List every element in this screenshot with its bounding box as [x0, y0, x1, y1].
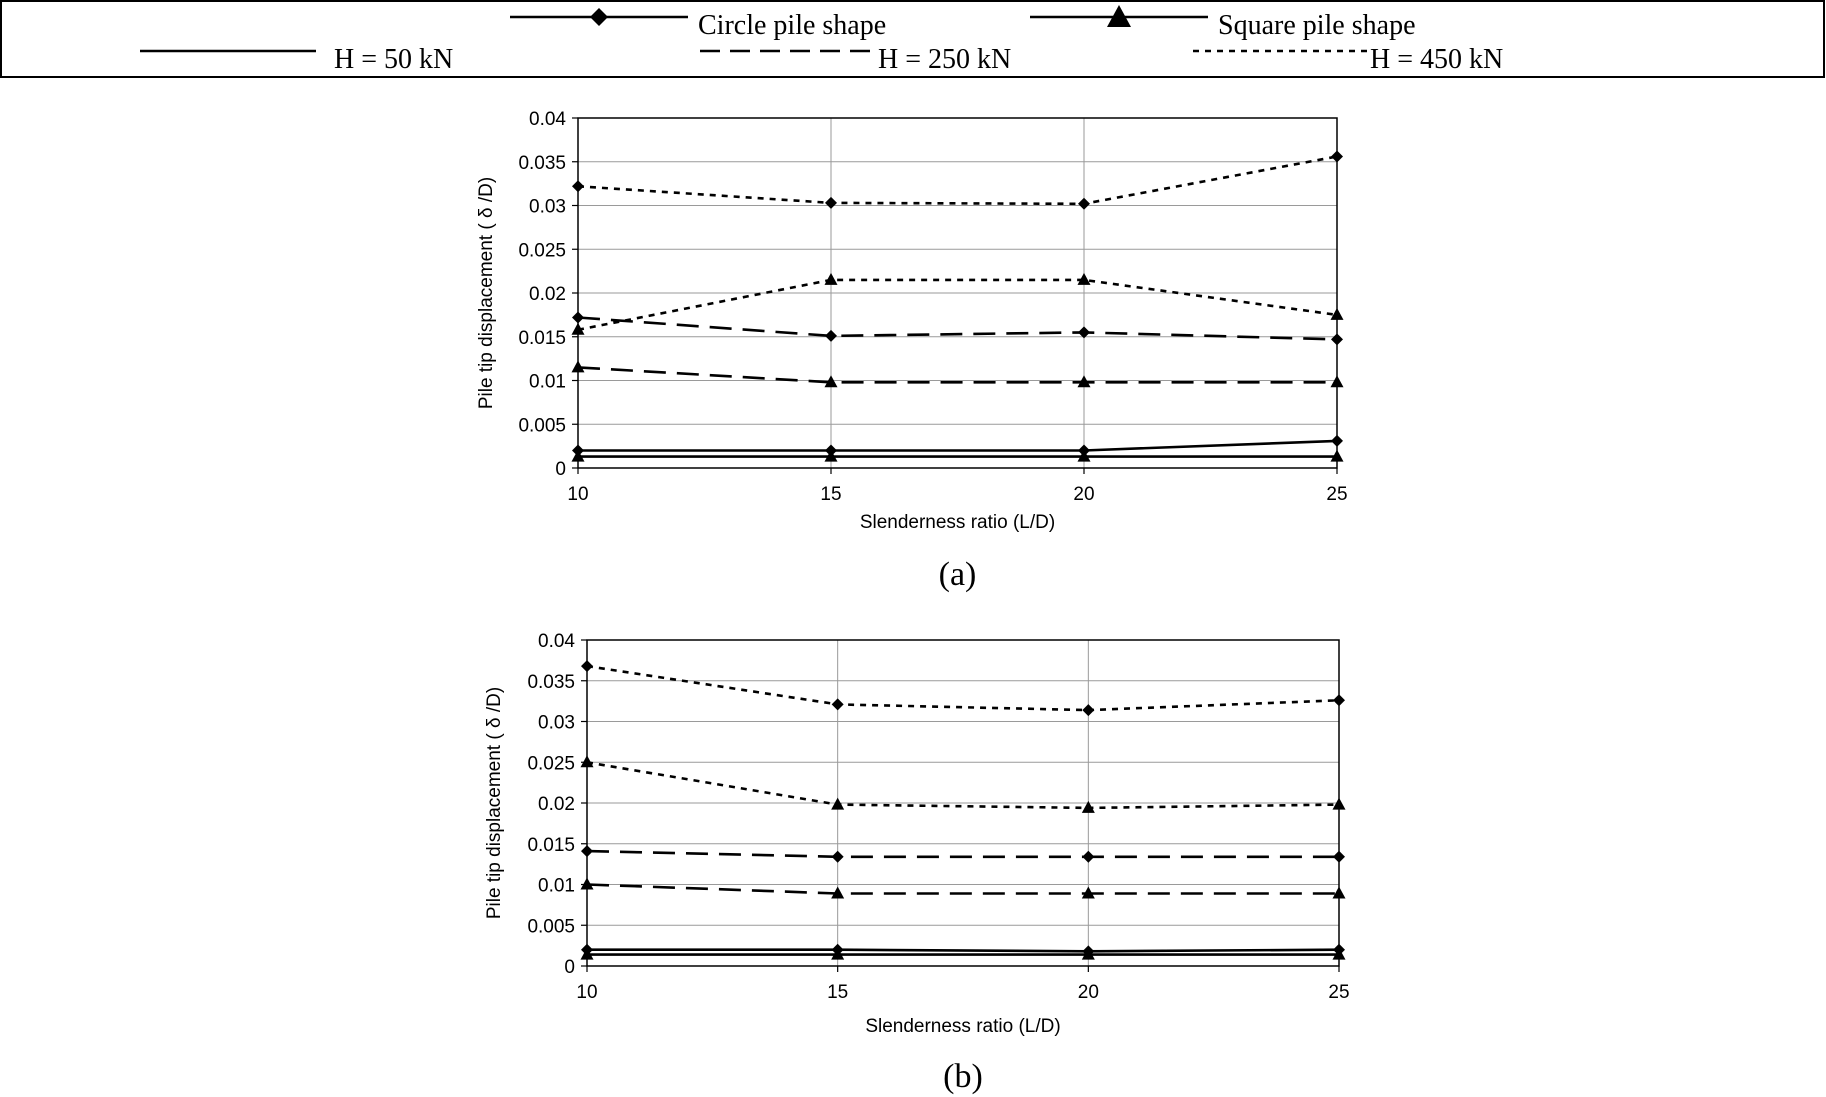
series-line-square-h-450-kn — [577, 278, 1338, 332]
point-diamond-marker — [1082, 850, 1095, 863]
series-line-circle-h-250-kn — [586, 849, 1339, 859]
point-diamond-marker — [1078, 197, 1090, 210]
series-line-square-h-250-kn — [586, 883, 1339, 895]
point-triangle-marker — [824, 272, 838, 285]
panel-label: (b) — [943, 1058, 983, 1095]
x-axis-title: Slenderness ratio (L/D) — [860, 512, 1055, 533]
y-tick-label: 0.04 — [529, 109, 566, 130]
point-triangle-marker — [1330, 375, 1344, 388]
point-triangle-marker — [571, 322, 585, 335]
point-triangle-marker — [1330, 449, 1344, 462]
series-line-circle-h-50-kn — [587, 948, 1340, 953]
point-diamond-marker — [572, 311, 584, 324]
y-tick-label: 0.03 — [529, 197, 566, 218]
point-diamond-marker — [1082, 704, 1095, 717]
y-tick-label: 0 — [564, 957, 575, 978]
legend-square-label: Square pile shape — [1218, 10, 1416, 41]
series-line-circle-h-50-kn — [578, 439, 1338, 452]
point-diamond-marker — [831, 850, 844, 863]
point-triangle-marker — [1081, 947, 1095, 960]
x-tick-label: 10 — [576, 982, 597, 1003]
point-diamond-marker — [581, 845, 593, 858]
y-tick-label: 0.035 — [527, 672, 575, 693]
panel-label: (a) — [939, 556, 977, 593]
point-diamond-marker — [1331, 150, 1343, 163]
y-tick-label: 0.01 — [538, 876, 575, 897]
x-tick-label: 20 — [1078, 982, 1099, 1003]
point-diamond-marker — [1333, 694, 1345, 707]
point-triangle-marker — [831, 797, 845, 810]
point-triangle-marker — [1077, 375, 1091, 388]
point-triangle-marker — [1330, 307, 1344, 320]
y-tick-label: 0.035 — [518, 153, 566, 174]
series-line-circle-h-250-kn — [577, 316, 1338, 341]
y-tick-label: 0.005 — [527, 916, 575, 937]
x-tick-label: 15 — [827, 982, 848, 1003]
y-tick-label: 0 — [555, 459, 566, 480]
point-diamond-marker — [1333, 850, 1345, 863]
y-tick-label: 0.02 — [529, 284, 566, 305]
point-triangle-marker — [1081, 886, 1095, 899]
legend-frame — [0, 0, 1825, 78]
point-triangle-marker — [571, 360, 585, 373]
point-triangle-marker — [1332, 886, 1346, 899]
series-line-circle-h-450-kn — [577, 155, 1338, 206]
y-tick-label: 0.03 — [538, 713, 575, 734]
y-axis-title: Pile tip displacement ( δ /D) — [476, 177, 497, 409]
series-line-square-h-450-kn — [586, 761, 1340, 810]
y-tick-label: 0.01 — [529, 372, 566, 393]
point-triangle-marker — [824, 375, 838, 388]
point-diamond-marker — [581, 660, 593, 673]
point-diamond-marker — [1331, 333, 1343, 346]
y-axis-title: Pile tip displacement ( δ /D) — [484, 687, 505, 919]
point-triangle-marker — [580, 755, 594, 768]
y-tick-label: 0.005 — [518, 415, 566, 436]
chart-panel-a: 0 0.005 0.01 0.015 0.02 0.025 0.03 0.035 0.04 10 1… — [476, 109, 1348, 593]
y-tick-label: 0.025 — [527, 753, 575, 774]
point-triangle-marker — [831, 947, 845, 960]
point-triangle-marker — [831, 886, 845, 899]
legend-h50-label: H = 50 kN — [334, 44, 453, 75]
point-triangle-marker — [1332, 947, 1346, 960]
point-diamond-marker — [572, 180, 584, 193]
x-tick-label: 15 — [820, 484, 841, 505]
point-triangle-marker — [1332, 797, 1346, 810]
point-diamond-marker — [825, 329, 837, 342]
chart-panel-b: 0 0.005 0.01 0.015 0.02 0.025 0.03 0.035 0.04 10 1… — [484, 631, 1350, 1095]
point-triangle-marker — [1077, 449, 1091, 462]
point-diamond-marker — [831, 698, 844, 711]
x-tick-label: 10 — [567, 484, 588, 505]
series-line-circle-h-450-kn — [586, 664, 1340, 712]
series-line-square-h-250-kn — [577, 366, 1337, 384]
legend-h450-label: H = 450 kN — [1370, 44, 1503, 75]
point-triangle-marker — [1077, 272, 1091, 285]
point-triangle-marker — [1081, 800, 1095, 813]
point-triangle-marker — [571, 449, 585, 462]
point-triangle-marker — [580, 947, 594, 960]
x-tick-label: 25 — [1326, 484, 1347, 505]
x-axis-title: Slenderness ratio (L/D) — [865, 1016, 1060, 1037]
point-diamond-marker — [1078, 326, 1090, 339]
legend-circle-label: Circle pile shape — [698, 10, 886, 41]
y-tick-label: 0.025 — [518, 240, 566, 261]
point-diamond-marker — [825, 196, 837, 209]
point-triangle-marker — [580, 877, 594, 890]
y-tick-label: 0.02 — [538, 794, 575, 815]
x-tick-label: 20 — [1073, 484, 1094, 505]
point-diamond-marker — [1331, 434, 1343, 447]
legend-triangle-marker — [1107, 5, 1131, 27]
point-triangle-marker — [824, 449, 838, 462]
legend-h250-label: H = 250 kN — [878, 44, 1011, 75]
y-tick-label: 0.04 — [538, 631, 575, 652]
y-tick-label: 0.015 — [518, 328, 566, 349]
y-tick-label: 0.015 — [527, 835, 575, 856]
x-tick-label: 25 — [1328, 982, 1349, 1003]
legend: Circle pile shape Square pile shape H = … — [0, 0, 1825, 78]
legend-diamond-marker — [590, 8, 608, 26]
